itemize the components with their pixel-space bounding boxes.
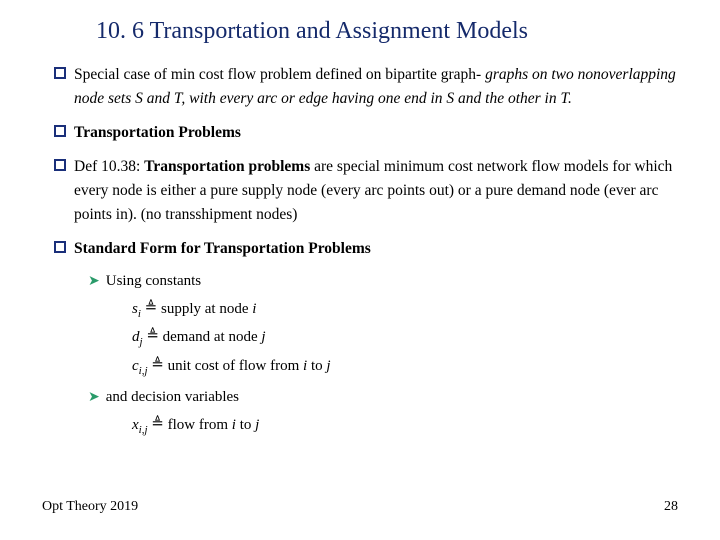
bullet-2: Transportation Problems [54,121,684,145]
bullet-3: Def 10.38: Transportation problems are s… [54,155,684,227]
math-supply: si ≜ supply at node i [132,296,684,324]
square-bullet-icon [54,67,66,79]
math-cost: ci,j ≜ unit cost of flow from i to j [132,353,684,381]
page-number: 28 [664,499,678,515]
bullet-4-text: Standard Form for Transportation Problem… [74,237,371,261]
square-bullet-icon [54,125,66,137]
math-definitions-1: si ≜ supply at node i dj ≜ demand at nod… [132,296,684,381]
bullet-1-text: Special case of min cost flow problem de… [74,63,684,111]
sub-2-text: and decision variables [106,387,239,408]
slide-footer: Opt Theory 2019 28 [42,499,678,515]
slide-title: 10. 6 Transportation and Assignment Mode… [96,18,684,45]
footer-left: Opt Theory 2019 [42,499,138,515]
bullet-4: Standard Form for Transportation Problem… [54,237,684,261]
sub-bullet-1: ➤ Using constants [88,271,684,292]
sub-1-text: Using constants [106,271,201,292]
arrow-icon: ➤ [88,389,100,406]
math-demand: dj ≜ demand at node j [132,324,684,352]
arrow-icon: ➤ [88,273,100,290]
square-bullet-icon [54,241,66,253]
bullet-3-text: Def 10.38: Transportation problems are s… [74,155,684,227]
square-bullet-icon [54,159,66,171]
bullet-2-text: Transportation Problems [74,121,241,145]
math-definitions-2: xi,j ≜ flow from i to j [132,412,684,440]
math-flow: xi,j ≜ flow from i to j [132,412,684,440]
sub-bullet-2: ➤ and decision variables [88,387,684,408]
bullet-1: Special case of min cost flow problem de… [54,63,684,111]
